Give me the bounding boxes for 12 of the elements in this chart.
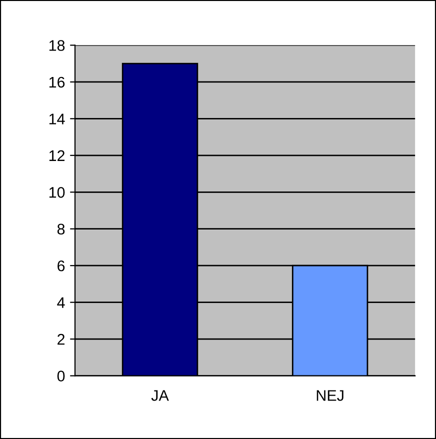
x-tick-label: NEJ [316,390,344,401]
y-tick-label: 0 [57,370,65,382]
y-tick-label: 10 [49,187,65,198]
y-tick-label: 16 [49,76,65,88]
y-tick-label: 14 [49,114,65,124]
y-tick-label: 6 [58,260,65,272]
y-tick-label: 8 [57,224,65,235]
x-tick-label: JA [151,390,169,401]
y-tick-label: 2 [58,334,65,345]
y-tick-label: 12 [49,150,65,161]
y-tick-label: 18 [49,40,65,51]
y-tick-label: 4 [57,297,65,308]
